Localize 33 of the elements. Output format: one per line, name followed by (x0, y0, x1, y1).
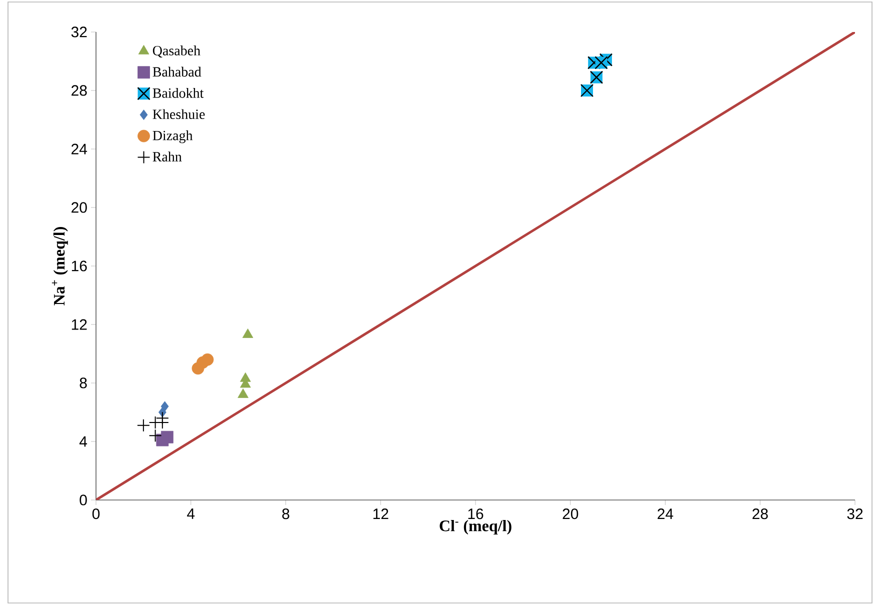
text: Cl$^{-}$ (meq/l) (440, 520, 512, 535)
x-tick-label: 0 (92, 508, 100, 520)
legend-label: Rahn (152, 152, 182, 162)
text: Na$^{+}$ (meq/l) (52, 227, 68, 306)
y-tick-label: 0 (80, 494, 87, 506)
y-tick-label: 12 (72, 319, 87, 330)
y-tick-label: 20 (72, 202, 87, 213)
x-tick-label: 16 (468, 508, 484, 520)
y-tick-label: 32 (71, 26, 87, 38)
point (192, 362, 204, 375)
point (148, 429, 162, 442)
point (156, 434, 169, 446)
legend-label: Kheshuie (152, 109, 205, 120)
point (201, 353, 214, 366)
point (238, 388, 248, 398)
y-tick-label: 16 (72, 260, 87, 272)
x-tick-label: 20 (562, 508, 578, 520)
y-tick-label: 24 (72, 144, 88, 154)
x-tick-label: 4 (187, 508, 195, 519)
y-tick-label: 28 (72, 85, 87, 96)
legend-label: Bahabad (152, 66, 202, 77)
x-tick-label: 32 (847, 508, 863, 520)
legend-label: Baidokht (152, 88, 204, 98)
y-tick-label: 4 (79, 436, 88, 447)
x-tick-label: 12 (373, 508, 388, 520)
legend-label: Qasabeh (152, 46, 200, 58)
point (242, 328, 254, 338)
point (136, 418, 150, 432)
legend-label: Dizagh (152, 130, 193, 144)
x-tick-label: 8 (282, 508, 290, 520)
y-tick-label: 8 (80, 378, 87, 388)
x-tick-label: 28 (752, 508, 768, 520)
x-tick-label: 24 (658, 508, 674, 520)
